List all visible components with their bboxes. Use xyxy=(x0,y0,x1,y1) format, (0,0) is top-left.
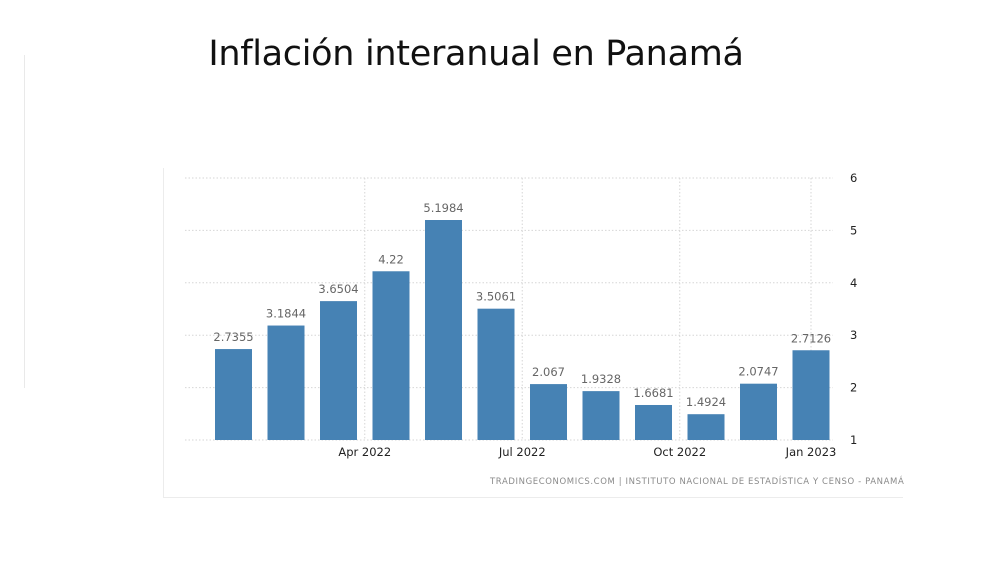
bar-value-label: 3.5061 xyxy=(476,290,516,304)
y-tick-label: 1 xyxy=(850,433,857,447)
x-tick-label: Apr 2022 xyxy=(338,445,391,459)
bar-value-label: 2.7126 xyxy=(791,331,831,345)
bar-value-label: 5.1984 xyxy=(423,201,463,215)
source-caption: TRADINGECONOMICS.COM | INSTITUTO NACIONA… xyxy=(490,477,905,487)
bar-value-label: 2.067 xyxy=(532,365,565,379)
bar-value-label: 1.6681 xyxy=(633,386,673,400)
bar-value-label: 3.1844 xyxy=(266,307,306,321)
y-tick-label: 5 xyxy=(850,223,857,237)
x-tick-label: Jan 2023 xyxy=(785,445,837,459)
bar xyxy=(320,301,357,440)
page-title: Inflación interanual en Panamá xyxy=(208,34,744,74)
bar xyxy=(635,404,672,440)
bar-value-label: 4.22 xyxy=(378,252,404,266)
bar xyxy=(267,325,305,440)
bar-value-label: 3.6504 xyxy=(318,282,358,296)
y-tick-label: 2 xyxy=(850,381,857,395)
divider-line xyxy=(24,55,25,388)
bar xyxy=(372,271,410,440)
bar-value-label: 2.0747 xyxy=(738,365,778,379)
bar-value-label: 1.9328 xyxy=(581,372,621,386)
bar xyxy=(477,308,515,440)
x-tick-label: Oct 2022 xyxy=(653,445,706,459)
y-tick-label: 3 xyxy=(850,328,857,342)
bar-chart: 1 2 3 4 5 6 Apr 2022 Jul 2022 Oct 2022 Jan 2023 2.… xyxy=(185,171,857,459)
chart-card: 1 2 3 4 5 6 Apr 2022 Jul 2022 Oct 2022 Jan 2023 2.… xyxy=(163,168,903,498)
bar-value-label: 1.4924 xyxy=(686,395,726,409)
card-border-left xyxy=(163,168,164,498)
y-tick-label: 6 xyxy=(850,171,857,185)
y-tick-label: 4 xyxy=(850,276,857,290)
bar xyxy=(582,391,620,440)
card-border-bottom xyxy=(163,497,903,498)
bar xyxy=(740,383,777,440)
bar xyxy=(530,384,567,440)
bar xyxy=(215,349,252,440)
bar-value-label: 2.7355 xyxy=(213,330,253,344)
bar xyxy=(792,350,830,440)
x-tick-label: Jul 2022 xyxy=(498,445,546,459)
bar xyxy=(425,220,462,440)
bar xyxy=(687,414,725,440)
